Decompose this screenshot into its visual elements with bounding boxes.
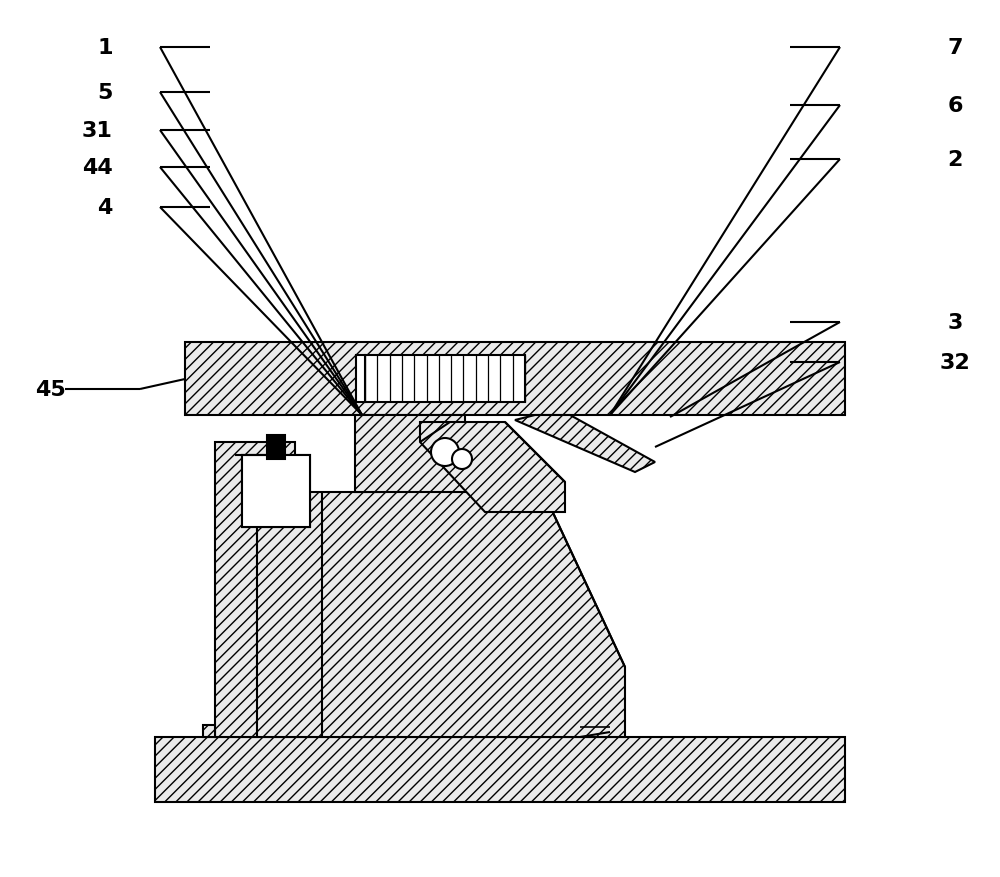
Text: 6: 6 [947, 96, 963, 116]
Bar [355, 416, 465, 493]
Bar [185, 343, 845, 416]
Text: 7: 7 [947, 38, 963, 58]
Text: 2: 2 [947, 150, 963, 170]
Bar [356, 355, 365, 403]
Bar [365, 355, 525, 403]
Bar [242, 455, 310, 527]
Text: 44: 44 [82, 158, 112, 178]
Text: 45: 45 [35, 380, 65, 400]
Text: 31: 31 [82, 121, 112, 141]
Circle shape [452, 450, 472, 469]
Bar [267, 436, 285, 460]
Text: 5: 5 [97, 83, 113, 103]
Text: 32: 32 [940, 353, 970, 373]
Polygon shape [420, 423, 565, 512]
Polygon shape [215, 443, 625, 738]
Text: 4: 4 [97, 198, 113, 217]
Polygon shape [515, 416, 655, 473]
Polygon shape [203, 725, 215, 738]
Bar [242, 455, 310, 527]
Circle shape [431, 438, 459, 467]
Bar [155, 738, 845, 802]
Text: 1: 1 [97, 38, 113, 58]
Text: 3: 3 [947, 312, 963, 332]
